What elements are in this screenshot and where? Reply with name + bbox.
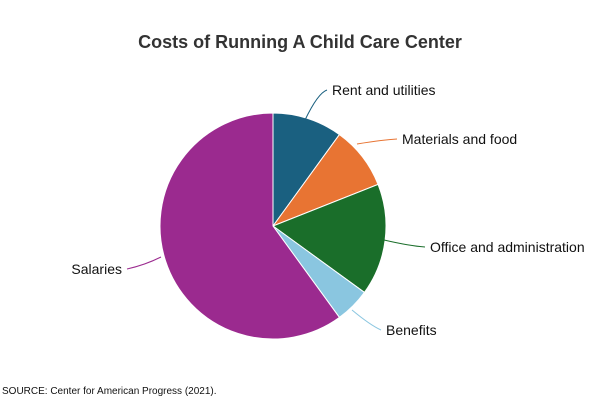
pie-slices bbox=[159, 112, 387, 340]
slice-label-rent-and-utilities: Rent and utilities bbox=[332, 82, 436, 98]
slice-label-materials-and-food: Materials and food bbox=[402, 131, 517, 147]
leader-line-materials-and-food bbox=[356, 138, 398, 145]
slice-label-office-and-administration: Office and administration bbox=[430, 239, 585, 255]
leader-line-rent-and-utilities bbox=[304, 89, 328, 121]
pie-slice-salaries bbox=[159, 112, 341, 340]
leader-line-benefits bbox=[351, 309, 382, 331]
pie-slice-rent-and-utilities bbox=[272, 112, 341, 228]
slice-labels: Rent and utilities Materials and food Offi… bbox=[71, 82, 584, 338]
leader-line-office-and-administration bbox=[383, 239, 426, 248]
slice-label-benefits: Benefits bbox=[386, 322, 437, 338]
chart-title: Costs of Running A Child Care Center bbox=[138, 32, 462, 52]
leader-line-salaries bbox=[126, 256, 162, 270]
slice-label-salaries: Salaries bbox=[71, 261, 122, 277]
leader-lines bbox=[126, 89, 426, 331]
chart-source: SOURCE: Center for American Progress (20… bbox=[2, 386, 217, 397]
